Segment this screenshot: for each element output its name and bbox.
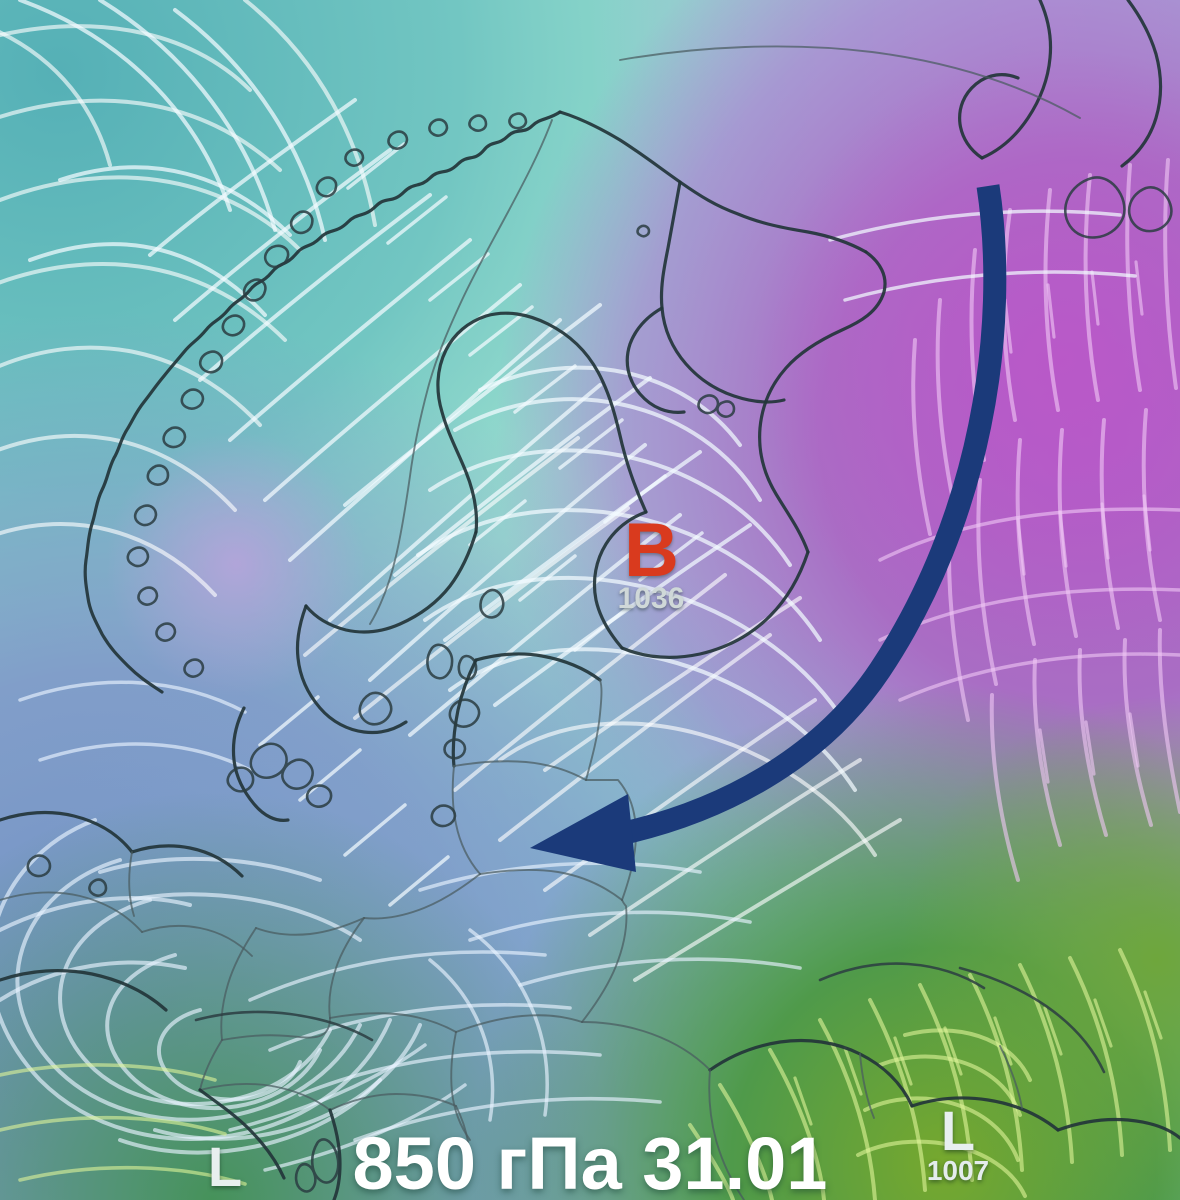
coastline-and-borders-layer: .coast { fill:none; stroke:#23353a; stro… — [0, 0, 1180, 1200]
weather-map-screenshot: .s { fill:none; stroke:#ffffff; stroke-l… — [0, 0, 1180, 1200]
cold-air-advection-arrow — [530, 184, 1007, 872]
wind-streamline-layer: .s { fill:none; stroke:#ffffff; stroke-l… — [0, 0, 1180, 1200]
